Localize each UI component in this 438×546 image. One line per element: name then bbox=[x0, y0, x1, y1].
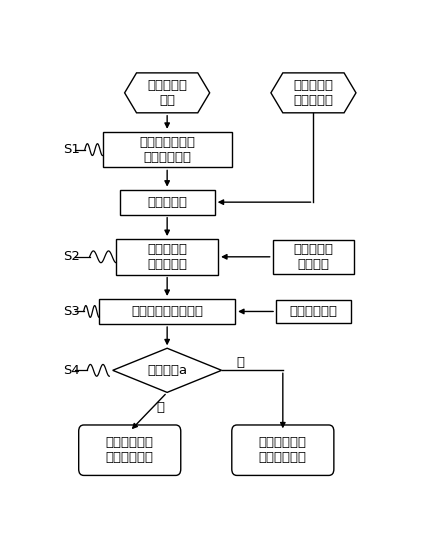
Text: 基于稀疏约束的
非负矩阵分解: 基于稀疏约束的 非负矩阵分解 bbox=[139, 135, 195, 164]
FancyBboxPatch shape bbox=[102, 132, 231, 168]
FancyBboxPatch shape bbox=[276, 300, 350, 323]
Polygon shape bbox=[124, 73, 209, 113]
Polygon shape bbox=[113, 348, 221, 393]
FancyBboxPatch shape bbox=[272, 240, 353, 274]
Text: 否: 否 bbox=[236, 356, 244, 369]
Text: S1: S1 bbox=[63, 143, 80, 156]
FancyBboxPatch shape bbox=[78, 425, 180, 476]
Text: 通路表达谱: 通路表达谱 bbox=[147, 195, 187, 209]
FancyBboxPatch shape bbox=[119, 189, 214, 215]
FancyBboxPatch shape bbox=[231, 425, 333, 476]
FancyBboxPatch shape bbox=[116, 239, 218, 275]
Text: 通路在肿瘤细
胞中活性异常: 通路在肿瘤细 胞中活性异常 bbox=[106, 436, 153, 464]
FancyBboxPatch shape bbox=[99, 299, 235, 324]
Text: 数值积分准则: 数值积分准则 bbox=[289, 305, 337, 318]
Text: S4: S4 bbox=[63, 364, 80, 377]
Text: 接受者操作
特性准则: 接受者操作 特性准则 bbox=[293, 243, 333, 271]
Polygon shape bbox=[270, 73, 355, 113]
Text: 通路为非肿瘤
细胞异常通路: 通路为非肿瘤 细胞异常通路 bbox=[258, 436, 306, 464]
Text: 绘制通路活
性异常曲线: 绘制通路活 性异常曲线 bbox=[147, 243, 187, 271]
Text: S2: S2 bbox=[63, 250, 80, 263]
Text: 细胞样本疾
病状态标签: 细胞样本疾 病状态标签 bbox=[293, 79, 333, 107]
Text: 基因表达谱
图像: 基因表达谱 图像 bbox=[147, 79, 187, 107]
Text: 是: 是 bbox=[156, 401, 164, 414]
Text: 大于阈值a: 大于阈值a bbox=[147, 364, 187, 377]
Text: S3: S3 bbox=[63, 305, 80, 318]
Text: 获得通路活性异常值: 获得通路活性异常值 bbox=[131, 305, 203, 318]
